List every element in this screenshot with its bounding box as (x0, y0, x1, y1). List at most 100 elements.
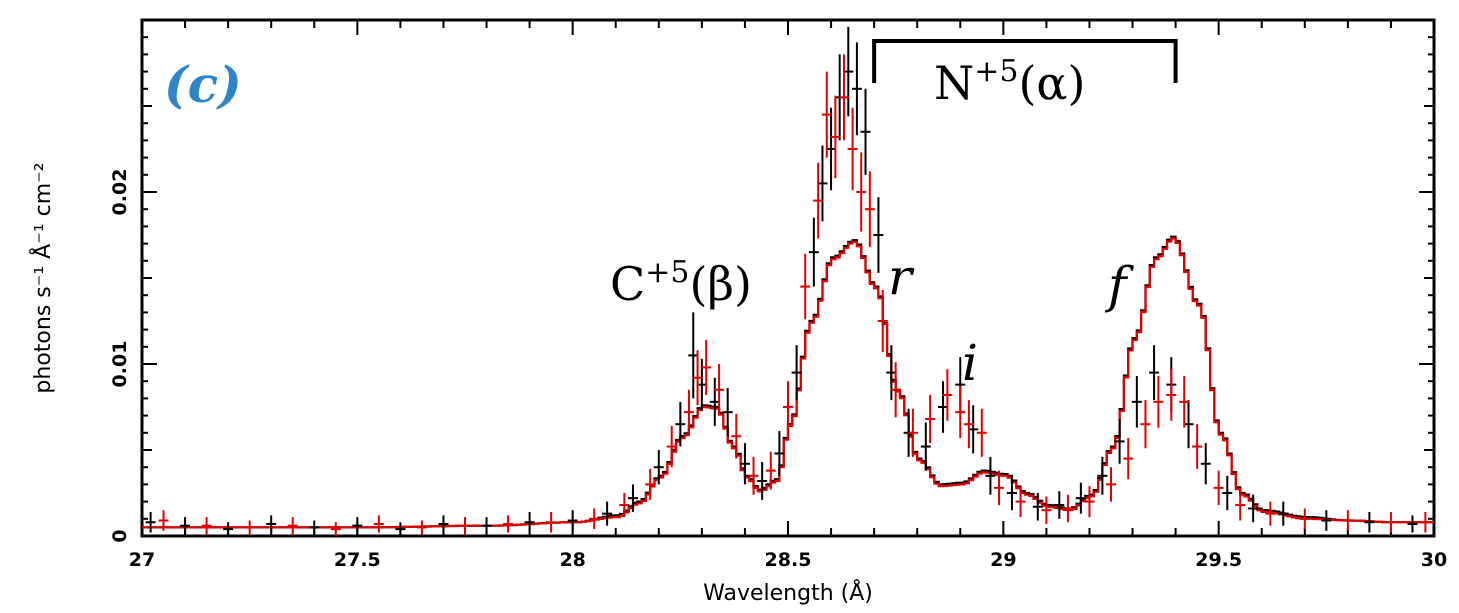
data-red-point (1179, 376, 1190, 428)
model-red-curve (142, 237, 1434, 529)
data-black-point (1097, 456, 1108, 495)
data-red-point (683, 389, 694, 435)
data-red-point (748, 456, 759, 495)
series-layer (142, 26, 1434, 536)
data-red-point (287, 517, 298, 535)
data-black-point (395, 522, 406, 536)
panel-label: (c) (164, 55, 242, 114)
x-tick-label: 30 (1421, 549, 1447, 571)
data-red-point (1106, 467, 1116, 502)
data-black-point (791, 345, 802, 401)
data-red-point (1299, 508, 1310, 530)
data-red-point (330, 522, 341, 536)
data-red-point (546, 511, 557, 533)
data-red-point (907, 408, 918, 457)
data-red-point (1153, 376, 1164, 428)
data-black-point (1075, 482, 1086, 514)
data-red-point (416, 520, 427, 535)
data-red-point (1235, 489, 1246, 521)
data-red-point (994, 470, 1005, 506)
x-tick-label: 29.5 (1195, 549, 1242, 571)
data-black-point (524, 511, 535, 533)
data-red-point (645, 468, 656, 500)
data-black-point (1032, 493, 1043, 521)
data-red-point (201, 517, 212, 535)
x-tick-label: 29 (990, 549, 1016, 571)
data-black-point (920, 422, 931, 471)
data-red-point (158, 510, 169, 531)
data-red-point (963, 400, 974, 449)
data-black-point (223, 522, 234, 536)
data-black-point (739, 443, 750, 485)
data-red-point (619, 493, 630, 518)
data-red-point (731, 413, 742, 459)
data-red-point (503, 515, 514, 533)
data-black-point (481, 517, 492, 535)
data-red-point (1213, 470, 1224, 506)
data-red-point (1385, 511, 1396, 533)
data-red-point (765, 451, 776, 490)
annotation-f: f (1104, 256, 1134, 314)
data-red-point (589, 508, 600, 530)
data-black-point (567, 510, 578, 531)
data-black-point (309, 520, 320, 535)
data-red-point (1041, 496, 1052, 524)
data-black-point (627, 484, 638, 512)
x-tick-label: 28 (559, 549, 585, 571)
data-black-point (1114, 419, 1125, 464)
data-black-point (757, 462, 768, 500)
data-red-point (830, 95, 841, 179)
data-black-point (180, 517, 191, 535)
data-black-point (722, 388, 733, 437)
data-black-point (860, 88, 871, 175)
data-red-point (460, 517, 470, 535)
data-red-point (955, 386, 966, 438)
data-black-point (653, 450, 664, 485)
data-black-point (851, 42, 862, 136)
data-red-point (821, 71, 832, 158)
data-red-point (714, 364, 725, 416)
y-tick-label: 0 (109, 529, 131, 542)
data-black-point (1222, 475, 1233, 511)
data-black-point (1200, 443, 1211, 485)
data-black-point (1054, 491, 1065, 519)
data-black-point (1248, 494, 1259, 523)
data-black-point (1131, 376, 1142, 428)
data-black-point (1407, 515, 1418, 533)
data-red-point (942, 369, 953, 421)
data-red-point (813, 162, 824, 239)
data-red-point (864, 171, 875, 248)
data-red-point (1265, 501, 1276, 526)
data-red-point (925, 394, 936, 444)
plot-frame (140, 18, 1436, 538)
data-red-point (701, 339, 712, 395)
y-tick-labels: 0 0.01 0.02 (109, 169, 131, 543)
data-red-point (783, 381, 793, 433)
data-red-point (1420, 511, 1431, 533)
x-tick-label: 27.5 (334, 549, 381, 571)
data-red-point (877, 290, 888, 352)
data-black-point (266, 515, 277, 533)
data-red-point (890, 362, 901, 418)
data-red-point (800, 253, 811, 320)
n5-bracket (872, 39, 1178, 83)
y-tick-label: 0.02 (109, 169, 131, 216)
data-black-point (1278, 501, 1289, 526)
data-red-point (692, 350, 703, 406)
data-red-point (1084, 486, 1095, 518)
data-black-point (352, 517, 363, 535)
annotation-i: i (962, 334, 978, 392)
data-red-point (847, 107, 858, 191)
data-red-point (1062, 494, 1073, 523)
data-red-point (1166, 369, 1177, 421)
data-black-point (602, 501, 613, 526)
data-black-point (808, 217, 819, 287)
data-red-point (1015, 486, 1026, 518)
data-red-point (666, 425, 677, 468)
data-red-point (838, 54, 849, 141)
data-black-point (1364, 511, 1375, 533)
y-axis-label: photons s⁻¹ Å⁻¹ cm⁻² (29, 162, 56, 393)
data-black-point (1149, 345, 1160, 401)
data-black-point (145, 511, 156, 533)
